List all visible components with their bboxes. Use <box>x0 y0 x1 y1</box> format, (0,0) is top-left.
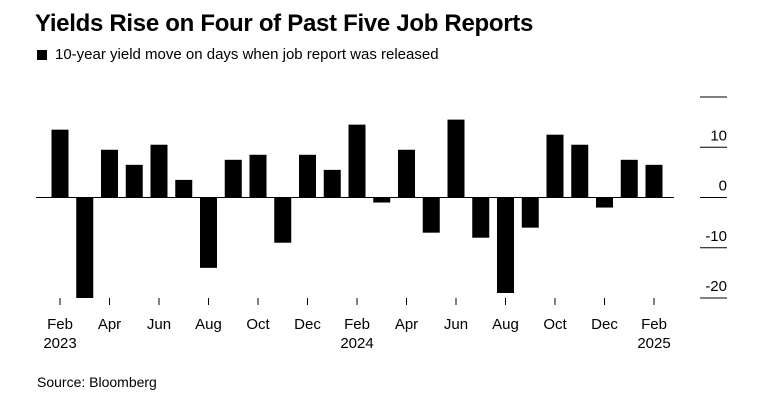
y-tick-label: 10 <box>710 127 727 144</box>
bar-aug-2023 <box>200 197 217 268</box>
x-tick-label: Apr <box>98 316 121 333</box>
bar-group <box>51 119 663 298</box>
x-tick-year-label: 2025 <box>637 335 670 352</box>
bar-dec-2024 <box>596 197 613 208</box>
x-tick-year-label: 2024 <box>340 335 373 352</box>
x-tick-label: Dec <box>294 316 321 333</box>
x-axis: Feb 2023 Apr Jun Aug Oct Dec Feb 2024 Apr Jun Aug Oc… <box>43 298 671 352</box>
bar-mar-2024 <box>373 197 391 203</box>
bar-sep-2023 <box>224 159 242 198</box>
bar-nov-2024 <box>571 144 589 198</box>
bar-jan-2025 <box>620 159 638 198</box>
x-tick-label: Feb <box>344 316 370 333</box>
x-tick-label: Jun <box>444 316 468 333</box>
legend-swatch <box>37 49 47 60</box>
bar-jul-2024 <box>472 197 490 238</box>
bar-oct-2023 <box>249 154 267 198</box>
y-axis: 10 0 -10 -20 <box>36 96 727 299</box>
bar-oct-2024 <box>546 134 564 198</box>
bar-apr-2023 <box>101 149 118 198</box>
x-tick-label: Feb <box>641 316 667 333</box>
bar-feb-2024 <box>348 124 366 198</box>
bar-jun-2023 <box>150 144 168 198</box>
bar-dec-2023 <box>299 154 316 198</box>
x-tick-label: Feb <box>47 316 73 333</box>
bar-nov-2023 <box>274 197 292 243</box>
bar-jul-2023 <box>175 179 193 198</box>
source-note: Source: Bloomberg <box>37 374 157 390</box>
legend-label: 10-year yield move on days when job repo… <box>55 46 439 63</box>
bar-may-2023 <box>125 164 143 198</box>
x-tick-label: Jun <box>147 316 171 333</box>
chart-legend: 10-year yield move on days when job repo… <box>37 46 439 63</box>
bar-feb-2025 <box>645 164 663 198</box>
x-tick-label: Aug <box>492 316 519 333</box>
bar-jan-2024 <box>323 169 341 198</box>
y-tick-label: -10 <box>705 228 727 245</box>
x-tick-label: Dec <box>591 316 618 333</box>
x-tick-label: Oct <box>246 316 270 333</box>
bar-aug-2024 <box>497 197 514 293</box>
bar-jun-2024 <box>447 119 465 198</box>
x-tick-year-label: 2023 <box>43 335 76 352</box>
bar-may-2024 <box>422 197 440 233</box>
y-tick-label: -20 <box>705 278 727 295</box>
x-tick-label: Oct <box>543 316 567 333</box>
y-tick-label: 0 <box>719 178 727 195</box>
bar-sep-2024 <box>521 197 539 228</box>
chart-title: Yields Rise on Four of Past Five Job Rep… <box>35 10 534 37</box>
x-tick-label: Apr <box>395 316 418 333</box>
bar-mar-2023 <box>76 197 94 298</box>
bar-apr-2024 <box>398 149 415 198</box>
x-tick-label: Aug <box>195 316 222 333</box>
bar-feb-2023 <box>51 129 69 198</box>
